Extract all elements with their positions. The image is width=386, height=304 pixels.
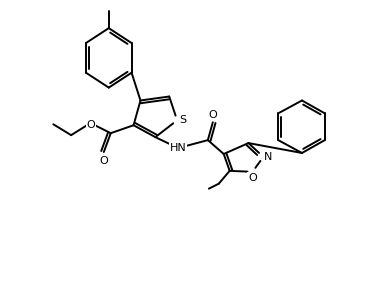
Text: O: O [100, 156, 108, 166]
Text: O: O [86, 120, 95, 130]
Text: S: S [179, 115, 186, 125]
Text: O: O [208, 110, 217, 120]
Text: O: O [248, 173, 257, 183]
Text: HN: HN [170, 143, 186, 153]
Text: N: N [264, 152, 273, 162]
